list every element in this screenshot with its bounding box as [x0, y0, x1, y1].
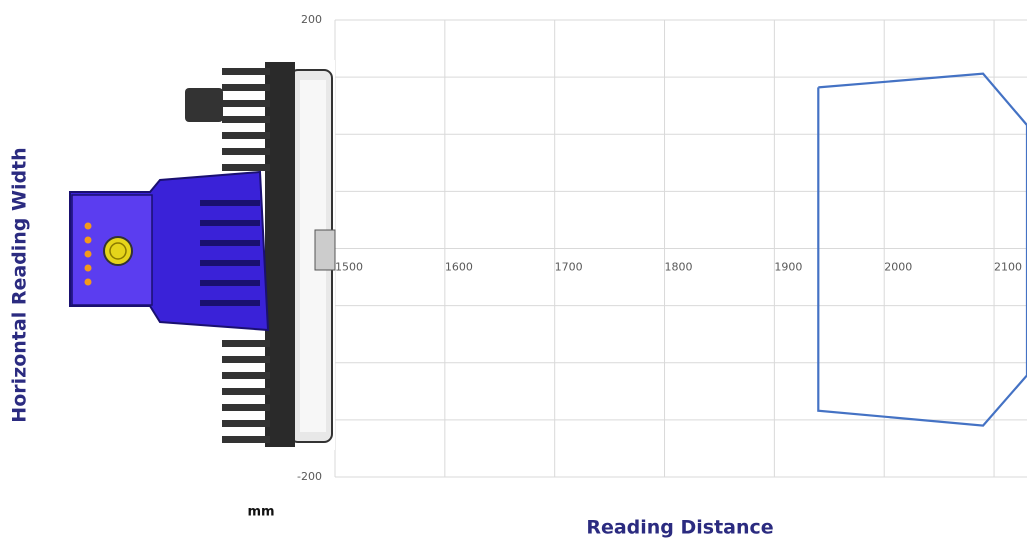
scanner-device [69, 60, 336, 450]
x-tick-label: 1900 [774, 261, 802, 274]
x-tick-label: 1800 [665, 261, 693, 274]
unit-label: mm [247, 505, 274, 520]
x-tick-label: 1500 [335, 261, 363, 274]
y-tick-label: 200 [301, 13, 322, 26]
series-line [817, 72, 1027, 427]
x-tick-label: 2100 [994, 261, 1022, 274]
x-tick-label: 1600 [445, 261, 473, 274]
y-axis-title: Horizontal Reading Width [9, 147, 31, 422]
x-tick-label: 1700 [555, 261, 583, 274]
y-tick-label: -200 [297, 470, 322, 483]
x-axis-title: Reading Distance [586, 517, 773, 539]
x-tick-label: 2000 [884, 261, 912, 274]
